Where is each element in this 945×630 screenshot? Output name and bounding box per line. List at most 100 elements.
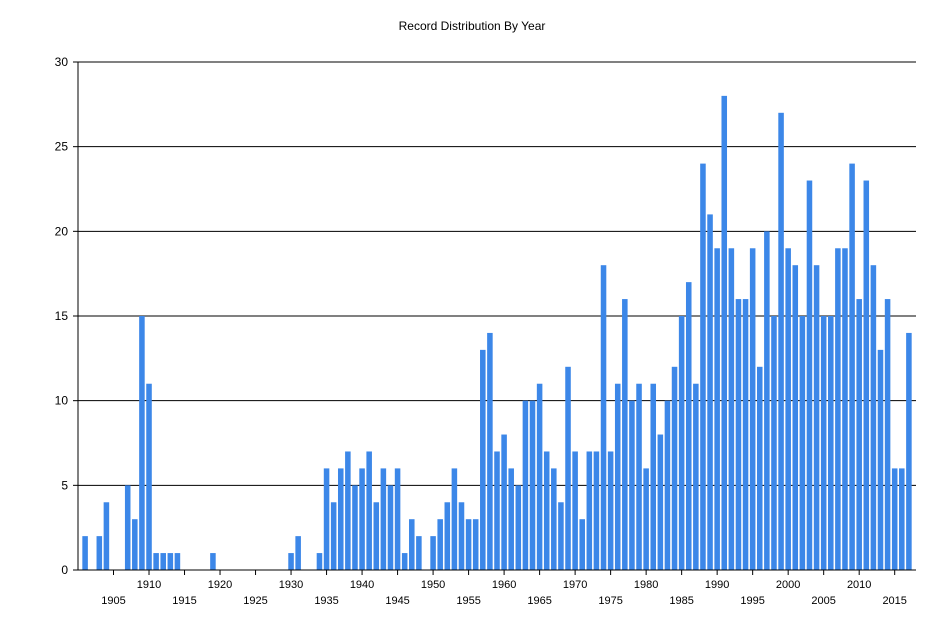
- bar: [792, 265, 799, 570]
- y-tick-label: 30: [55, 55, 69, 69]
- x-tick-label: 1995: [740, 595, 764, 607]
- bar: [678, 316, 685, 570]
- bar: [96, 536, 103, 570]
- bar: [345, 451, 351, 570]
- x-tick-label: 1955: [456, 595, 480, 607]
- y-tick-label: 15: [55, 309, 69, 323]
- x-tick-label: 1915: [172, 595, 196, 607]
- bar: [820, 316, 827, 570]
- bar: [771, 316, 777, 570]
- bar: [501, 434, 507, 570]
- bar: [735, 299, 742, 570]
- bar: [785, 248, 791, 570]
- bar: [373, 502, 380, 570]
- bar: [870, 265, 877, 570]
- x-tick-label: 1960: [492, 579, 516, 591]
- bar: [139, 316, 145, 570]
- bar: [458, 502, 465, 570]
- x-tick-label: 1930: [279, 579, 303, 591]
- bar: [664, 400, 671, 570]
- y-tick-label: 0: [61, 563, 68, 577]
- bar: [543, 451, 550, 570]
- bar: [593, 451, 600, 570]
- bar: [515, 485, 522, 570]
- bar: [884, 299, 891, 570]
- bar: [366, 451, 372, 570]
- bar: [842, 248, 848, 570]
- x-tick-label: 2010: [847, 579, 871, 591]
- bar: [153, 553, 159, 570]
- bar: [480, 349, 486, 570]
- bar: [863, 180, 870, 570]
- bar: [536, 383, 543, 570]
- bar: [409, 519, 415, 570]
- bar: [849, 163, 855, 570]
- bar: [146, 383, 152, 570]
- bar: [877, 349, 884, 570]
- bars: [82, 95, 912, 571]
- x-tick-label: 1935: [314, 595, 338, 607]
- bar: [330, 502, 337, 570]
- bar: [167, 553, 174, 570]
- bar: [622, 299, 628, 570]
- bar: [401, 553, 408, 570]
- bar: [764, 231, 770, 570]
- bar: [387, 485, 394, 570]
- x-tick-label: 2015: [882, 595, 906, 607]
- y-tick-label: 25: [55, 140, 69, 154]
- bar: [132, 519, 138, 570]
- chart-title: Record Distribution By Year: [399, 19, 546, 33]
- x-tick-label: 1905: [101, 595, 125, 607]
- bar: [472, 519, 479, 570]
- bar: [558, 502, 564, 570]
- x-tick-label: 1975: [598, 595, 622, 607]
- bar: [742, 299, 749, 570]
- x-tick-label: 1950: [421, 579, 445, 591]
- bar: [891, 468, 898, 570]
- bar: [671, 366, 678, 570]
- bar: [685, 282, 692, 570]
- x-tick-label: 1945: [385, 595, 409, 607]
- bar: [529, 400, 536, 570]
- x-axis-ticks: 1910 1920 1930 1940 1950 1960 1970 1980 1990 2000…: [101, 570, 907, 607]
- x-tick-label: 2000: [776, 579, 800, 591]
- bar: [551, 468, 557, 570]
- bar: [906, 332, 912, 570]
- x-tick-label: 1980: [634, 579, 658, 591]
- bar: [508, 468, 514, 570]
- y-tick-label: 5: [61, 478, 68, 492]
- x-tick-label: 1925: [243, 595, 267, 607]
- x-tick-label: 1965: [527, 595, 551, 607]
- bar: [437, 519, 443, 570]
- bar: [899, 468, 905, 570]
- bar: [835, 248, 841, 570]
- bar: [394, 468, 401, 570]
- bar: [451, 468, 458, 570]
- x-tick-label: 1920: [208, 579, 232, 591]
- bar: [359, 468, 365, 570]
- bar: [522, 400, 529, 570]
- bar: [728, 248, 735, 570]
- bar: [714, 248, 720, 570]
- bar: [380, 468, 387, 570]
- bar: [565, 366, 571, 570]
- bar: [799, 316, 806, 570]
- x-tick-label: 1970: [563, 579, 587, 591]
- bar: [707, 214, 713, 570]
- bar: [749, 248, 756, 570]
- bar: [600, 265, 607, 570]
- bar: [444, 502, 451, 570]
- bar: [721, 95, 728, 571]
- x-tick-label: 1910: [137, 579, 161, 591]
- bar: [756, 366, 763, 570]
- y-tick-label: 20: [55, 224, 69, 238]
- x-tick-label: 1990: [705, 579, 729, 591]
- bar: [160, 553, 166, 570]
- bar: [494, 451, 500, 570]
- bar: [174, 553, 181, 570]
- y-tick-label: 10: [55, 394, 69, 408]
- bar: [700, 163, 706, 570]
- y-axis-ticks: 0 5 10 15 20 25 30: [55, 55, 78, 577]
- bar: [806, 180, 813, 570]
